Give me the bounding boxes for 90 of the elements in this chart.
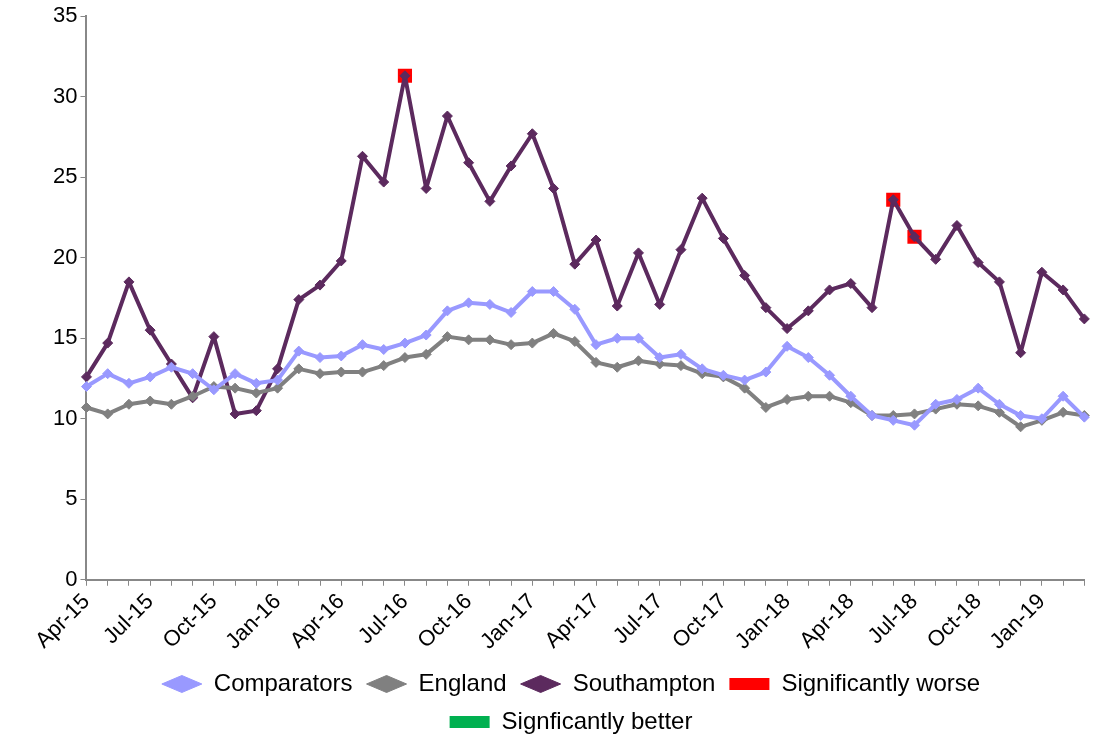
point <box>399 352 411 364</box>
point <box>356 150 368 162</box>
point <box>739 374 751 386</box>
point <box>505 306 517 318</box>
point <box>569 258 581 270</box>
point <box>824 390 836 402</box>
point <box>144 324 156 336</box>
point <box>463 157 475 169</box>
point <box>569 335 581 347</box>
legend-label: England <box>418 668 507 696</box>
point <box>569 303 581 315</box>
point <box>1015 421 1027 433</box>
y-tick-label: 30 <box>52 82 78 108</box>
point <box>760 401 772 413</box>
point <box>1057 390 1069 402</box>
point <box>293 345 305 357</box>
point <box>739 269 751 281</box>
point <box>399 337 411 349</box>
point <box>781 340 793 352</box>
point <box>102 368 114 380</box>
point <box>993 398 1005 410</box>
point <box>717 232 729 244</box>
point <box>696 192 708 204</box>
point <box>824 284 836 296</box>
y-tick-label: 35 <box>52 2 78 28</box>
y-tick-label: 5 <box>65 485 78 511</box>
point <box>505 160 517 172</box>
point <box>802 352 814 364</box>
point <box>632 355 644 367</box>
point <box>654 352 666 364</box>
point <box>972 382 984 394</box>
point <box>802 305 814 317</box>
point <box>102 337 114 349</box>
point <box>80 401 92 413</box>
point <box>972 257 984 269</box>
legend-label: Comparators <box>213 668 353 696</box>
point <box>548 327 560 339</box>
point <box>548 182 560 194</box>
point <box>378 360 390 372</box>
point <box>272 374 284 386</box>
point <box>526 128 538 140</box>
point <box>590 339 602 351</box>
point <box>229 368 241 380</box>
point <box>930 253 942 265</box>
point <box>675 244 687 256</box>
legend-label: Southampton <box>572 668 716 696</box>
y-tick-label: 15 <box>52 324 78 350</box>
point <box>632 247 644 259</box>
point <box>80 381 92 393</box>
point <box>1036 266 1048 278</box>
point <box>314 279 326 291</box>
point <box>123 377 135 389</box>
point <box>187 368 199 380</box>
point <box>144 371 156 383</box>
point <box>845 390 857 402</box>
point <box>356 339 368 351</box>
point <box>951 220 963 232</box>
point <box>696 363 708 375</box>
y-tick-label: 10 <box>52 404 78 430</box>
point <box>1078 313 1090 325</box>
point <box>293 294 305 306</box>
point <box>760 302 772 314</box>
point <box>781 323 793 335</box>
point <box>484 195 496 207</box>
legend-label: Significantly worse <box>781 668 981 696</box>
legend-label: Signficantly better <box>501 706 693 734</box>
y-tick-label: 0 <box>65 565 78 591</box>
point <box>590 356 602 368</box>
y-tick-label: 25 <box>52 163 78 189</box>
point <box>80 371 92 383</box>
point <box>123 398 135 410</box>
point <box>441 331 453 343</box>
y-tick-label: 20 <box>52 243 78 269</box>
point <box>378 344 390 356</box>
point <box>824 369 836 381</box>
point <box>760 366 772 378</box>
point <box>781 393 793 405</box>
point <box>951 393 963 405</box>
point <box>993 276 1005 288</box>
point <box>887 414 899 426</box>
point <box>378 176 390 188</box>
point <box>441 305 453 317</box>
point <box>420 329 432 341</box>
point <box>1057 284 1069 296</box>
point <box>250 377 262 389</box>
point <box>335 255 347 267</box>
point <box>590 234 602 246</box>
point <box>272 363 284 375</box>
point <box>102 408 114 420</box>
point <box>845 277 857 289</box>
